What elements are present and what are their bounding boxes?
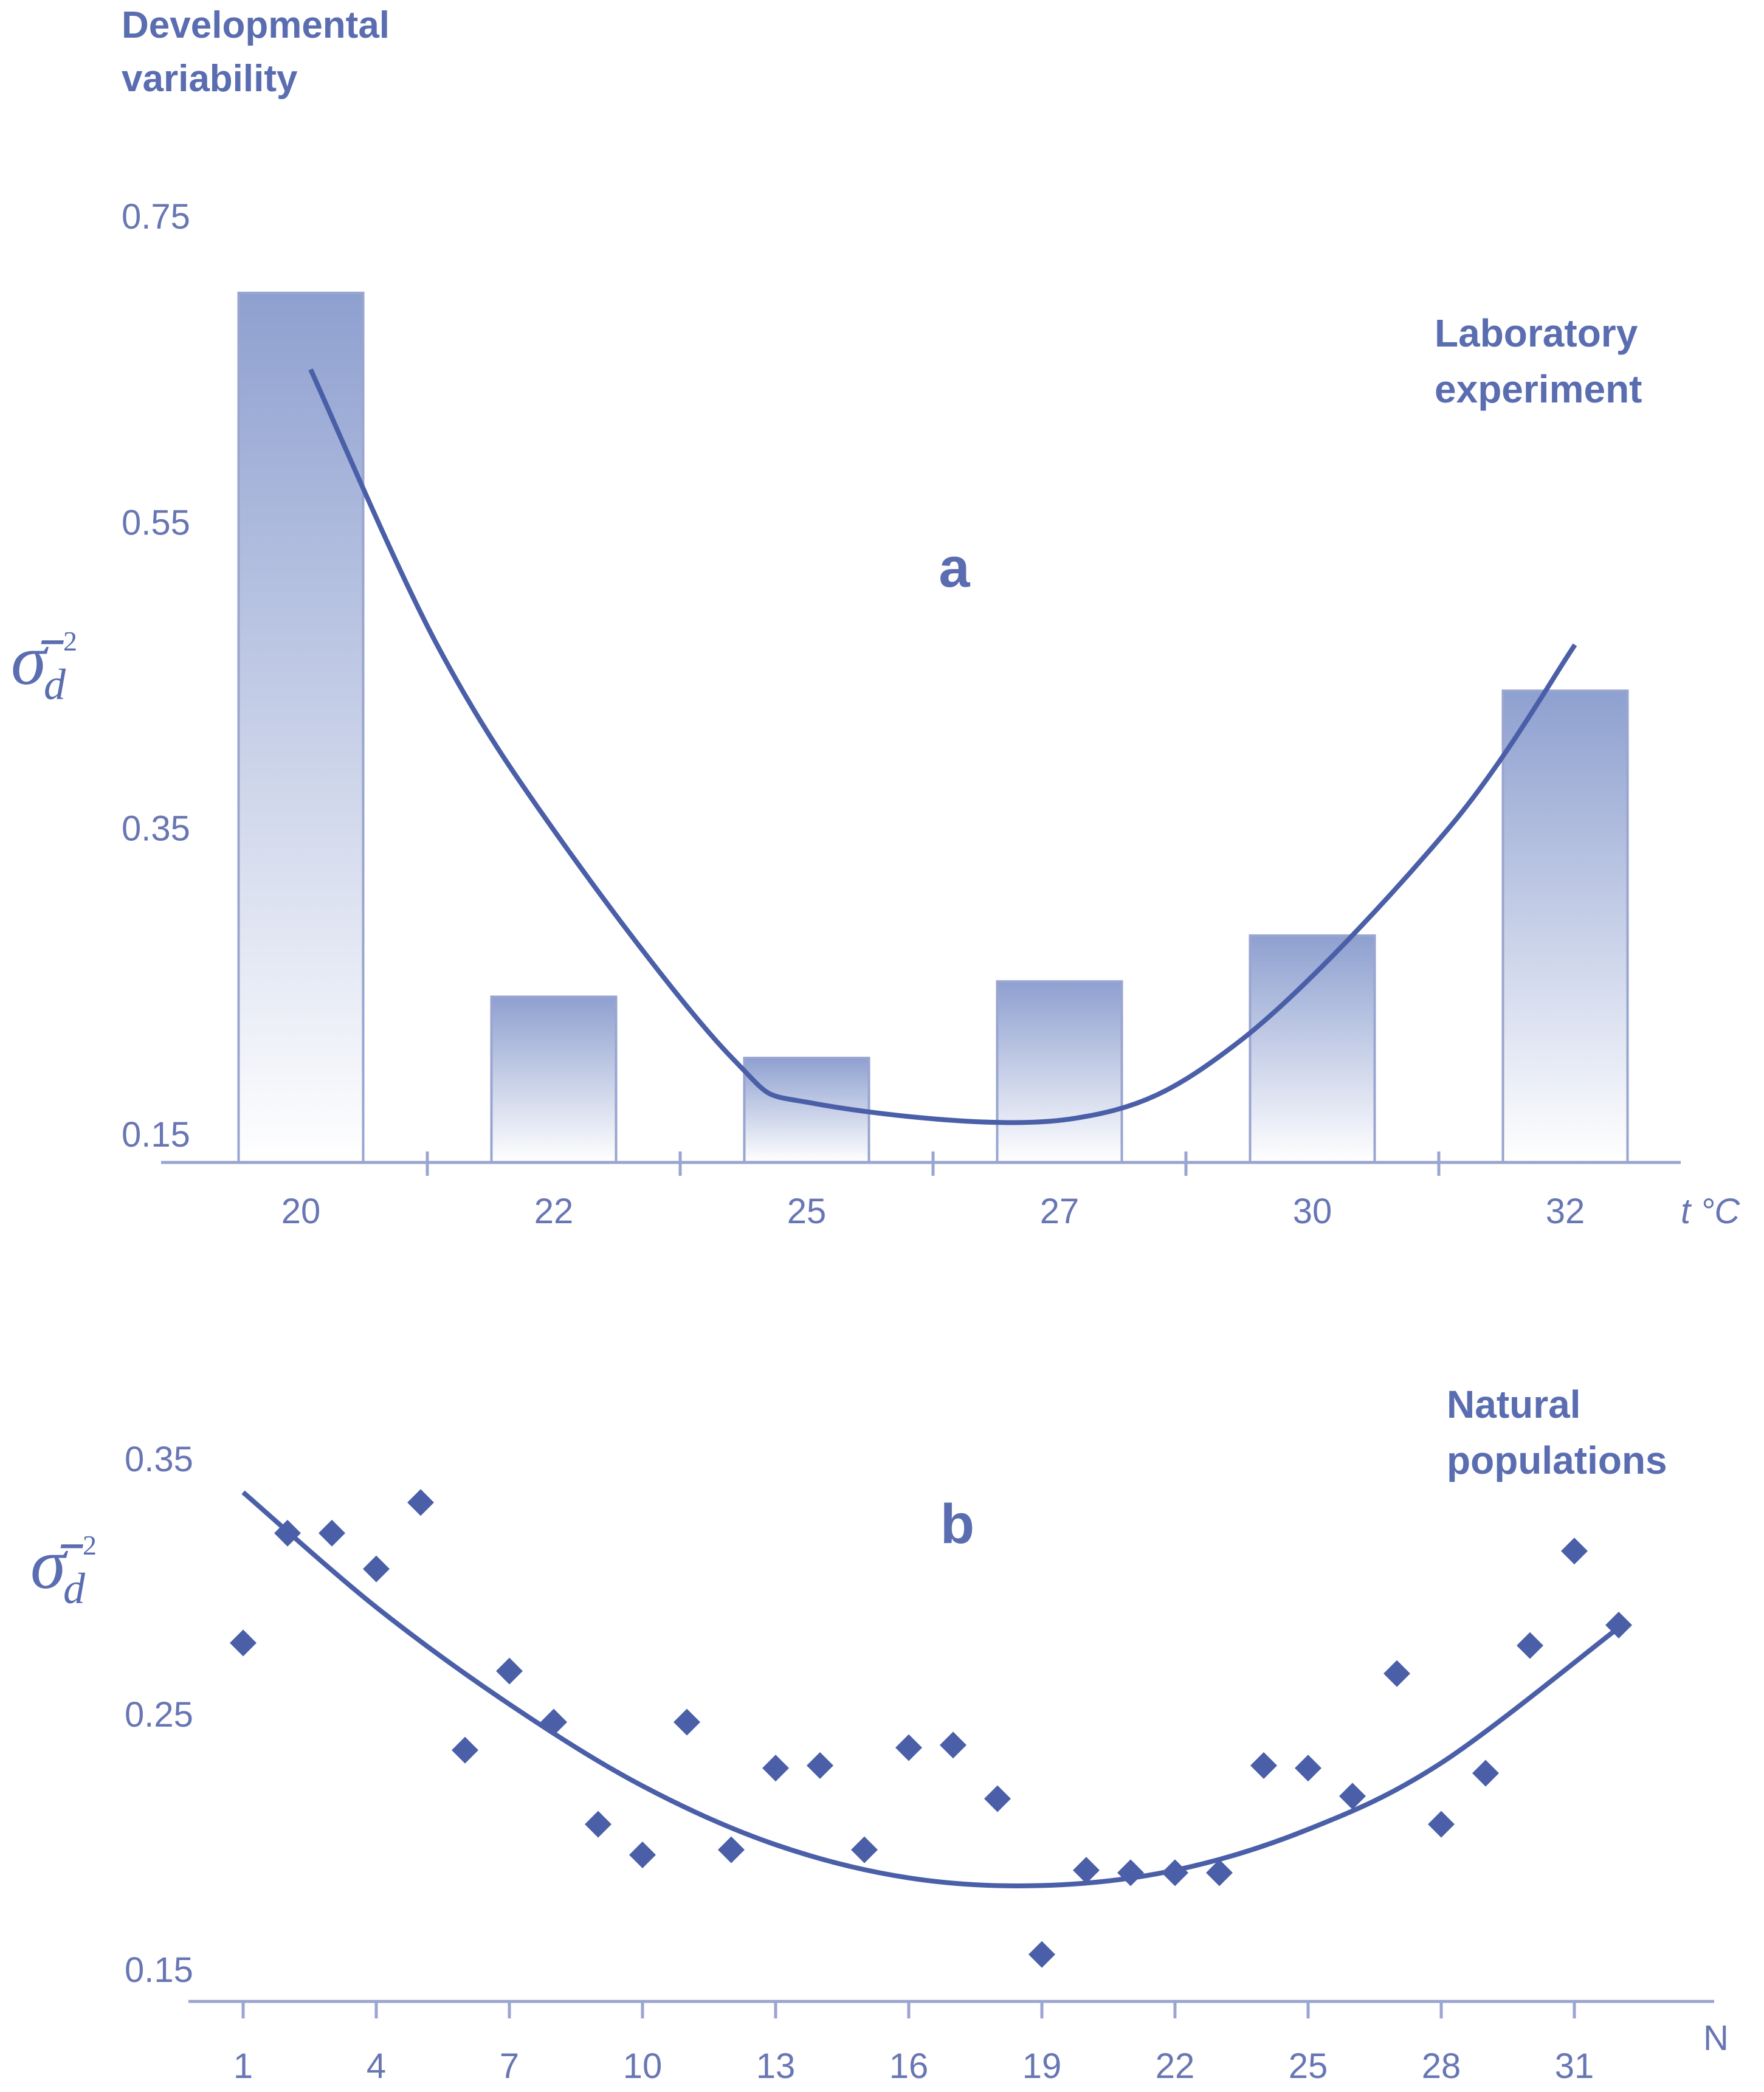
panel-b-y-tick-label: 0.15: [125, 1950, 193, 1990]
panel-b-data-point: [319, 1519, 345, 1547]
panel-a-annotation-line1: Laboratory: [1435, 311, 1638, 355]
panel-b-ylabel-superscript: 2: [83, 1530, 97, 1561]
panel-b-data-point: [674, 1708, 700, 1736]
panel-a-bar-chart: 0.15 0.35 0.55 0.75 20 22 25 27 30 32 a Laborato…: [11, 197, 1740, 1231]
panel-a-x-tick-label: 25: [787, 1192, 827, 1231]
panel-b-data-point: [274, 1519, 301, 1547]
panel-b-data-point: [1206, 1859, 1233, 1887]
panel-b-trend-curve: [241, 1490, 1621, 1888]
panel-b-x-tick-label: 16: [889, 2046, 929, 2086]
panel-a-axes: [161, 1151, 1681, 1176]
panel-b-data-point: [718, 1836, 745, 1863]
panel-a-y-tick-label: 0.75: [122, 197, 190, 236]
panel-a-trend-curve: [308, 368, 1577, 1125]
panel-b-y-axis-label: σ̄ d 2: [30, 1524, 97, 1613]
panel-a-bar: [1249, 934, 1376, 1164]
panel-b-data-point: [1517, 1632, 1543, 1659]
panel-b-label: b: [940, 1493, 974, 1555]
panel-b-annotation-line1: Natural: [1447, 1383, 1581, 1426]
chart-header-line1: Developmental: [122, 4, 390, 46]
panel-b-points: [230, 1489, 1632, 1968]
panel-b-data-point: [540, 1708, 567, 1736]
panel-b-data-point: [363, 1555, 390, 1583]
panel-b-data-point: [1117, 1859, 1144, 1887]
panel-b-x-axis-label: N: [1703, 2018, 1729, 2058]
panel-a-x-tick-labels: 20 22 25 27 30 32: [281, 1192, 1585, 1231]
panel-b-x-tick-label: 22: [1156, 2046, 1195, 2086]
panel-a-ylabel-superscript: 2: [63, 626, 77, 657]
panel-a-x-tick-label: 20: [281, 1192, 321, 1231]
panel-a-bar: [1501, 689, 1629, 1164]
panel-b-x-tick-label: 13: [756, 2046, 796, 2086]
panel-a-bars: [237, 291, 1629, 1164]
panel-a-y-tick-label: 0.55: [122, 503, 190, 542]
panel-b-y-tick-label: 0.25: [125, 1695, 193, 1735]
panel-b-x-tick-label: 10: [623, 2046, 663, 2086]
panel-a-y-tick-label: 0.35: [122, 809, 190, 849]
panel-b-x-tick-labels: 1 4 7 10 13 16 19 22 25 28 31: [233, 2046, 1594, 2086]
panel-b-data-point: [452, 1736, 478, 1764]
panel-b-x-tick-label: 25: [1289, 2046, 1328, 2086]
panel-b-scatter-chart: 0.15 0.25 0.35 1 4 7 10 13 16 19 22 25 28 31 b Natur…: [30, 1383, 1729, 2086]
panel-b-data-point: [585, 1811, 612, 1838]
panel-b-data-point: [1028, 1941, 1055, 1968]
panel-a-bar: [237, 291, 365, 1164]
panel-b-data-point: [1472, 1759, 1499, 1787]
panel-b-data-point: [407, 1489, 434, 1516]
panel-b-x-tick-label: 4: [367, 2046, 386, 2086]
panel-b-data-point: [1561, 1538, 1588, 1565]
panel-b-data-point: [230, 1629, 257, 1657]
panel-a-y-axis-label: σ̄ d 2: [11, 620, 77, 709]
panel-a-bar: [996, 980, 1123, 1164]
panel-a-x-axis-label: t °C: [1681, 1192, 1740, 1231]
panel-b-data-point: [807, 1752, 833, 1779]
panel-b-data-point: [984, 1785, 1011, 1812]
panel-a-x-tick-label: 30: [1293, 1192, 1332, 1231]
panel-b-data-point: [1295, 1755, 1321, 1782]
panel-a-bar: [490, 995, 618, 1164]
panel-b-data-point: [1162, 1859, 1188, 1887]
panel-b-data-point: [851, 1836, 878, 1863]
panel-b-data-point: [1605, 1612, 1632, 1638]
panel-b-x-tick-label: 28: [1422, 2046, 1461, 2086]
chart-header-line2: variability: [122, 58, 298, 100]
panel-a-label: a: [939, 537, 970, 599]
panel-a-x-tick-label: 32: [1546, 1192, 1585, 1231]
panel-b-data-point: [629, 1842, 656, 1868]
panel-a-y-tick-label: 0.15: [122, 1115, 190, 1155]
panel-a-annotation-line2: experiment: [1435, 367, 1642, 411]
panel-b-data-point: [940, 1731, 966, 1759]
panel-b-ylabel-subscript: d: [63, 1564, 86, 1613]
panel-b-data-point: [1428, 1811, 1455, 1838]
panel-b-data-point: [496, 1657, 523, 1685]
panel-b-y-tick-labels: 0.15 0.25 0.35: [125, 1440, 193, 1990]
panel-b-x-tick-label: 1: [233, 2046, 253, 2086]
panel-b-annotation-line2: populations: [1447, 1438, 1667, 1482]
panel-b-data-point: [1383, 1660, 1410, 1687]
panel-a-x-tick-label: 22: [534, 1192, 574, 1231]
panel-b-data-point: [1250, 1752, 1277, 1779]
panel-b-x-tick-label: 7: [500, 2046, 519, 2086]
panel-b-x-tick-label: 19: [1022, 2046, 1062, 2086]
panel-b-y-tick-label: 0.35: [125, 1440, 193, 1479]
panel-b-data-point: [762, 1755, 789, 1782]
panel-b-x-tick-label: 31: [1555, 2046, 1594, 2086]
panel-b-data-point: [895, 1734, 922, 1761]
panel-a-x-tick-label: 27: [1040, 1192, 1080, 1231]
panel-b-data-point: [1339, 1783, 1366, 1810]
panel-b-axes: [188, 2000, 1714, 2018]
panel-a-ylabel-subscript: d: [44, 660, 66, 709]
panel-a-y-tick-labels: 0.15 0.35 0.55 0.75: [122, 197, 190, 1155]
panel-b-data-point: [1073, 1857, 1100, 1884]
